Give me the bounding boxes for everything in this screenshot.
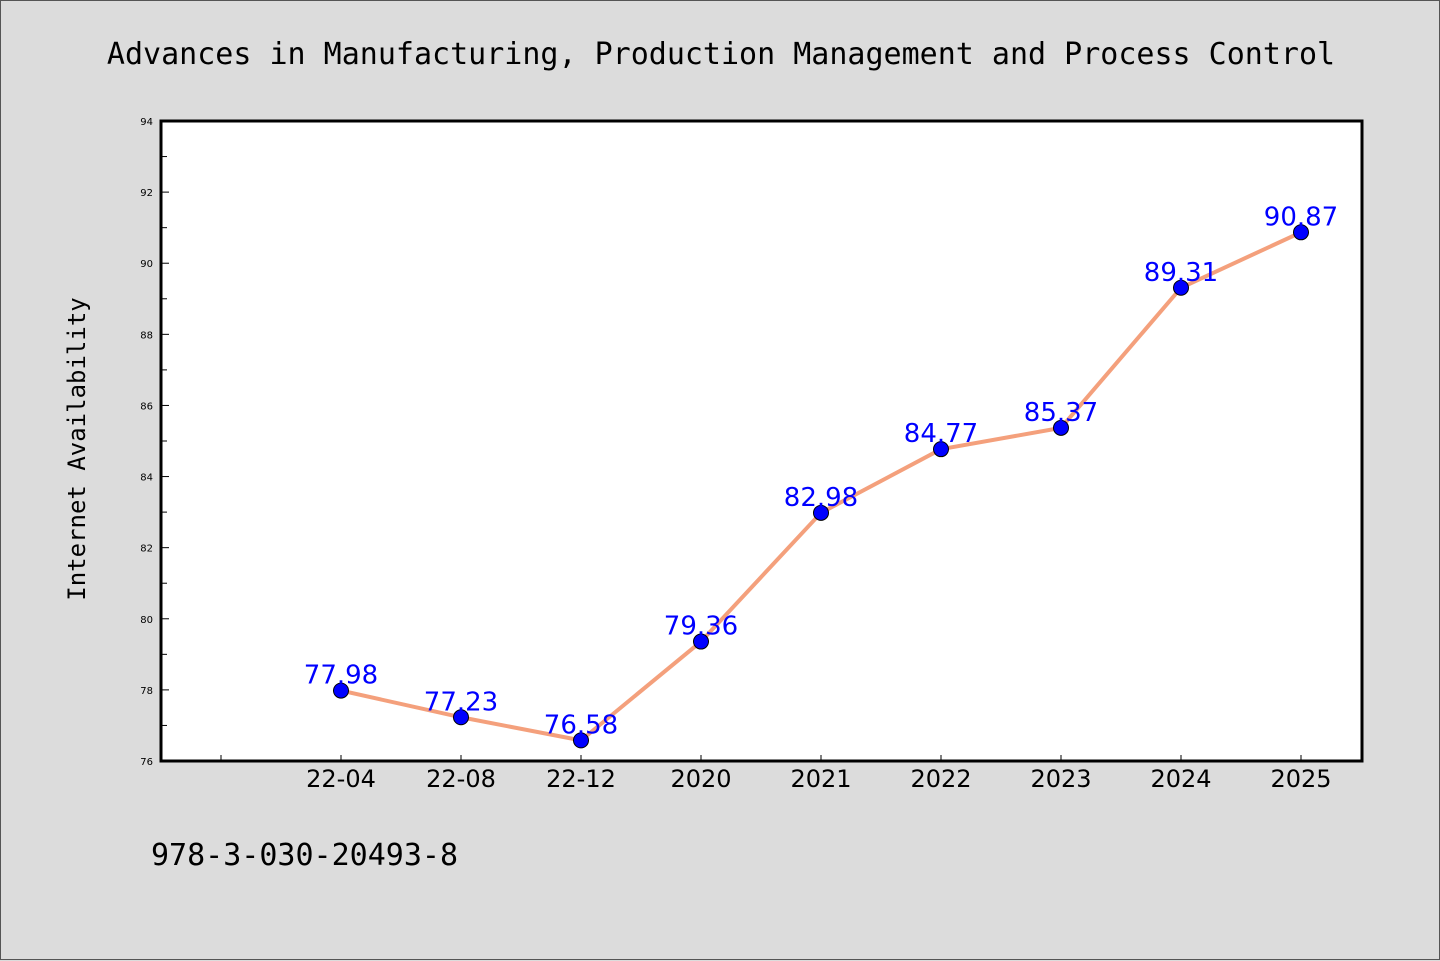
data-point-label: 79.36: [664, 612, 738, 642]
y-tick-label: 94: [140, 117, 153, 128]
data-point-label: 90.87: [1264, 202, 1338, 232]
x-tick-label: 22-12: [546, 765, 616, 793]
y-tick-label: 90: [140, 259, 153, 270]
data-point-marker: [573, 732, 589, 749]
y-axis-label: Internet Availability: [63, 297, 91, 600]
y-tick-label: 78: [140, 686, 153, 697]
data-point-marker: [453, 709, 469, 726]
data-point-marker: [1173, 279, 1189, 296]
data-point-marker: [333, 682, 349, 699]
series-layer: [333, 224, 1309, 749]
data-point-label: 77.23: [424, 687, 498, 717]
y-tick-label: 76: [140, 757, 153, 768]
data-point-label: 89.31: [1144, 258, 1218, 288]
chart-title: Advances in Manufacturing, Production Ma…: [107, 37, 1335, 72]
plot-area: [159, 119, 1364, 763]
footer-isbn: 978-3-030-20493-8: [151, 838, 458, 873]
x-tick-label: 2025: [1270, 765, 1331, 793]
data-point-label: 85.37: [1024, 398, 1098, 428]
x-axis-ticks: 22-04 22-08 22-12 2020 2021 2022 2023 2024 2025: [220, 755, 1332, 793]
x-tick-label: 2020: [670, 765, 731, 793]
x-tick-label: 2021: [790, 765, 851, 793]
data-point-marker: [1293, 224, 1309, 241]
y-tick-label: 84: [140, 473, 153, 484]
data-point-marker: [813, 504, 829, 521]
data-point-marker: [1053, 419, 1069, 436]
data-point-label: 82.98: [784, 483, 858, 513]
y-axis-ticks: 76 78 80 82 84 86 88 90 92 94: [140, 117, 169, 768]
data-label-layer: 77.98 77.23 76.58 79.36 82.98 84.77 85.37 89.31…: [304, 202, 1338, 740]
data-point-marker: [693, 633, 709, 650]
x-tick-label: 2024: [1150, 765, 1211, 793]
x-tick-label: 22-08: [426, 765, 496, 793]
y-tick-label: 88: [140, 330, 153, 341]
y-tick-label: 86: [140, 401, 153, 412]
data-point-label: 84.77: [904, 419, 978, 449]
x-tick-label: 22-04: [306, 765, 376, 793]
data-point-label: 77.98: [304, 661, 378, 691]
x-tick-label: 2023: [1030, 765, 1091, 793]
x-tick-label: 2022: [910, 765, 971, 793]
data-point-marker: [933, 441, 949, 458]
y-tick-label: 82: [140, 544, 153, 555]
y-tick-label: 92: [140, 188, 153, 199]
y-tick-label: 80: [140, 615, 153, 626]
data-point-label: 76.58: [544, 710, 618, 740]
